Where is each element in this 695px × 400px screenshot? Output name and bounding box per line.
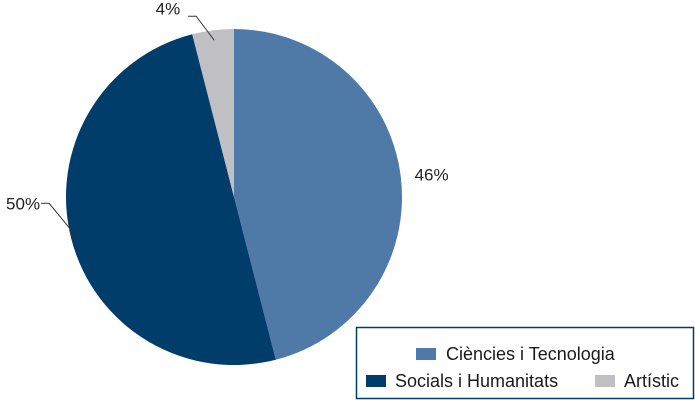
slice-socials [65,34,276,366]
legend-label-socials: Socials i Humanitats [395,371,558,391]
legend-label-ciencies: Ciències i Tecnologia [446,344,616,364]
label-artistic-pct: 4% [156,0,181,18]
label-socials-pct: 50% [6,194,40,213]
label-ciencies-pct: 46% [415,165,449,184]
leader-line-artistic [188,15,215,41]
leader-lines [41,15,215,238]
legend-box [355,326,695,400]
percentage-labels: 46% 50% 4% [6,0,449,213]
legend: Ciències i Tecnologia Socials i Humanita… [355,326,695,400]
legend-swatch-artistic [595,375,615,387]
legend-label-artistic: Artístic [624,371,679,391]
slice-ciencies [234,29,403,360]
leader-line-socials [41,202,78,238]
legend-swatch-socials [366,375,386,387]
slice-artistic [192,29,234,197]
pie-slices [65,29,403,366]
legend-swatch-ciencies [416,348,436,360]
